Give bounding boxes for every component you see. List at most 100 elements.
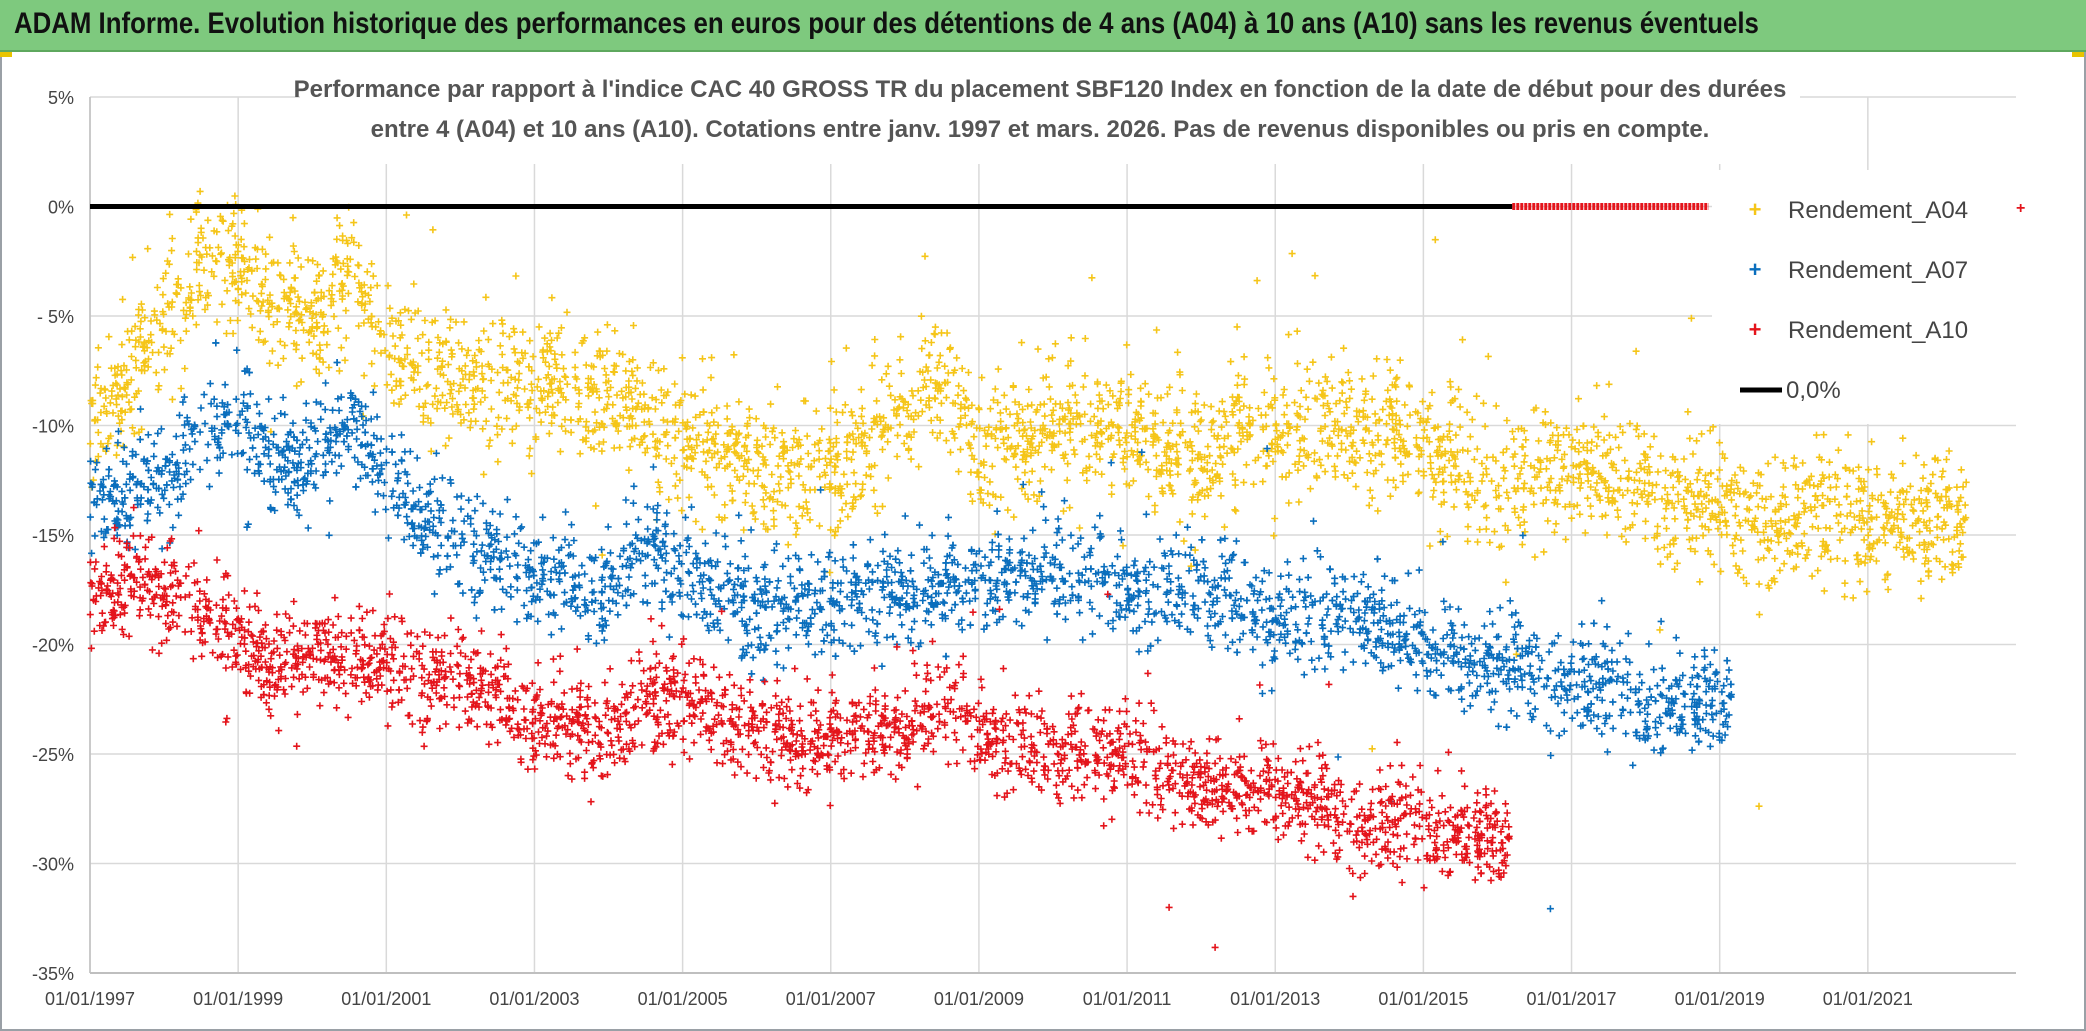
data-point [797,455,805,463]
data-point [258,280,265,288]
data-point [1943,456,1950,463]
data-point [1835,501,1843,509]
data-point [1344,369,1352,376]
data-point [251,244,259,252]
data-point [1048,411,1056,419]
data-point [685,493,693,501]
data-point [1051,340,1059,348]
data-point [293,491,301,499]
data-point [1342,427,1350,435]
data-point [1554,632,1562,640]
data-point [1518,443,1526,451]
data-point [303,304,311,312]
data-point [1790,512,1798,520]
data-point [363,268,371,276]
data-point [1887,488,1895,496]
data-point [614,611,622,619]
data-point [1436,528,1444,535]
data-point [1603,623,1611,631]
data-point [387,370,395,378]
data-point [172,289,180,297]
data-point [1176,518,1184,526]
data-point [279,355,287,362]
data-point [127,376,135,384]
data-point [1347,385,1355,393]
data-point [1045,355,1053,363]
data-point [122,480,130,488]
data-point [957,445,964,453]
data-point [582,418,590,426]
data-point [547,631,555,639]
data-point [1593,491,1601,499]
data-point [481,576,489,584]
data-point [1064,362,1072,370]
data-point [1231,506,1239,514]
data-point [1926,517,1934,525]
data-point [1368,745,1376,753]
data-point [442,306,450,314]
data-point [375,318,382,326]
data-point [111,477,118,485]
data-point [1368,494,1376,502]
data-point [1191,423,1199,431]
data-point [607,549,614,557]
data-point [925,397,933,405]
data-point [1058,536,1066,544]
data-point [281,463,289,471]
data-point [443,552,451,560]
data-point [1397,460,1405,468]
data-point [498,351,506,358]
data-point [1800,499,1808,507]
data-point [1310,457,1318,465]
data-point [1154,394,1161,402]
data-point [470,405,478,413]
data-point [1125,399,1132,407]
data-point [1881,525,1889,533]
data-point [1849,594,1857,602]
data-point [429,522,437,530]
data-point [921,252,929,260]
data-point [914,387,922,395]
data-point [1781,518,1789,526]
data-point [121,408,129,416]
data-point [176,411,183,419]
data-point [1531,553,1539,561]
data-point [1755,611,1763,619]
data-point [1232,397,1240,405]
data-point [591,408,599,416]
data-point [1563,477,1571,485]
data-point [1040,400,1048,408]
data-point [691,392,699,400]
data-point [414,335,422,342]
data-point [287,285,295,293]
data-point [1468,416,1476,424]
data-point [310,332,318,340]
data-point [843,454,851,462]
data-point [1265,452,1273,460]
data-point [1156,535,1164,543]
data-point [1758,495,1766,503]
data-point [1359,407,1367,415]
data-point [1823,541,1830,549]
data-point [1325,405,1333,412]
data-point [1593,725,1601,732]
data-point [1841,593,1849,601]
data-point [348,234,356,242]
data-point [439,391,446,399]
data-point [150,440,158,448]
data-point [464,346,472,354]
data-point [1174,348,1182,356]
data-point [168,298,176,306]
data-point [1169,490,1177,498]
data-point [1595,469,1603,477]
data-point [1152,452,1160,460]
data-point [1066,570,1074,578]
data-point [386,351,394,359]
data-point [1236,406,1244,414]
data-point [871,503,879,510]
data-point [1127,432,1135,440]
data-point [657,386,665,394]
data-point [1819,471,1827,479]
data-point [986,405,994,413]
data-point [1164,598,1172,606]
